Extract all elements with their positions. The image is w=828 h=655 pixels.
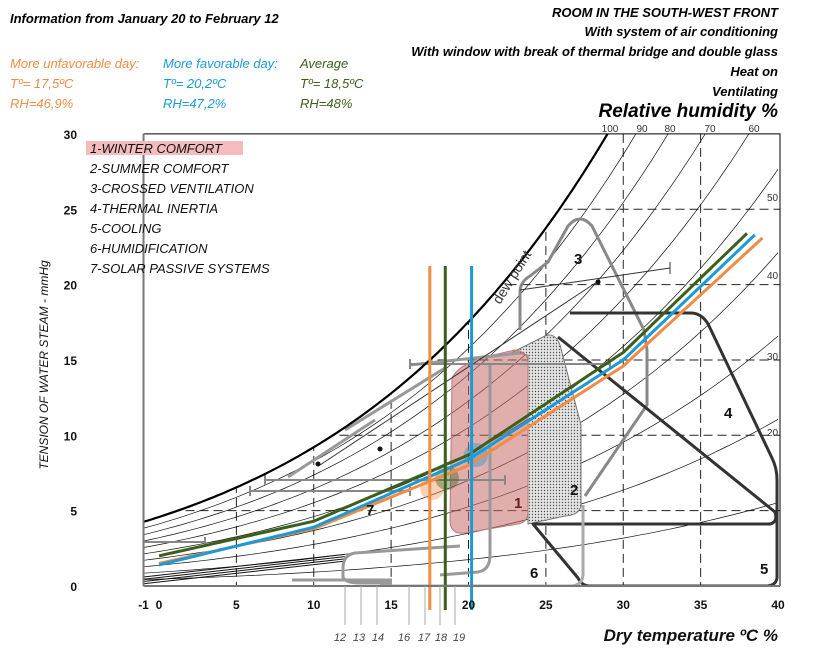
wet-bulb-label: 18 — [435, 632, 448, 644]
info-title: Information from January 20 to February … — [10, 11, 279, 26]
favorable-day-title: More favorable day: — [163, 56, 278, 71]
room-line-4: Heat on — [730, 64, 778, 79]
dew-point-curve — [143, 133, 609, 523]
rh-label-top: 80 — [664, 124, 676, 135]
y-tick-label: 15 — [64, 354, 78, 368]
zone-number-3: 3 — [574, 251, 582, 268]
legend-item-7: 7-SOLAR PASSIVE SYSTEMS — [90, 261, 270, 276]
room-line-3: With window with break of thermal bridge… — [411, 44, 778, 59]
wet-bulb-label: 17 — [418, 632, 431, 644]
x-tick-label: 40 — [771, 598, 785, 612]
x-axis-title: Dry temperature ºC % — [604, 626, 778, 645]
legend-item-4: 4-THERMAL INERTIA — [90, 201, 218, 216]
data-point — [315, 461, 321, 467]
rh-label-right: 50 — [767, 193, 779, 204]
legend-item-5: 5-COOLING — [90, 221, 162, 236]
zone-4-5-thermal-inertia-cooling — [531, 311, 779, 586]
x-tick-label: 0 — [156, 598, 163, 612]
data-trace-lines — [319, 262, 671, 466]
average-temp: Tº= 18,5ºC — [300, 76, 364, 91]
favorable-day-temp: Tº= 20,2ºC — [163, 76, 227, 91]
x-tick-label: 15 — [384, 598, 398, 612]
x-tick-label: 25 — [539, 598, 553, 612]
average-title: Average — [300, 56, 349, 71]
wet-bulb-label: 19 — [453, 632, 465, 644]
wet-bulb-label: 14 — [372, 632, 384, 644]
wet-bulb-label: 12 — [334, 632, 346, 644]
rh-axis-title: Relative humidity % — [598, 101, 779, 122]
unfavorable-day-title: More unfavorable day: — [10, 56, 140, 71]
legend-item-2: 2-SUMMER COMFORT — [89, 161, 229, 176]
series-curve-1 — [158, 233, 756, 567]
wet-bulb-label: 13 — [353, 632, 366, 644]
room-line-2: With system of air conditioning — [584, 24, 778, 39]
data-point — [595, 279, 601, 285]
legend-item-6: 6-HUMIDIFICATION — [90, 241, 208, 256]
range-bar — [264, 475, 506, 485]
y-tick-label: 25 — [64, 203, 78, 217]
x-tick-label: 5 — [233, 598, 240, 612]
zone-number-4: 4 — [724, 405, 733, 422]
data-point — [377, 446, 383, 452]
zone-number-6: 6 — [530, 565, 538, 582]
x-tick-label: 20 — [462, 598, 476, 612]
unfavorable-day-rh: RH=46,9% — [10, 96, 74, 111]
x-tick-label: 10 — [307, 598, 321, 612]
series-curve-2 — [158, 232, 749, 558]
y-tick-label: 20 — [64, 279, 78, 293]
zone-number-5: 5 — [760, 561, 768, 578]
zone-number-7: 7 — [366, 502, 374, 519]
rh-label-top: 60 — [748, 124, 760, 135]
zone-3-crossed-ventilation — [518, 217, 649, 497]
plot-frame — [143, 133, 781, 586]
x-tick-label: 30 — [617, 598, 631, 612]
wet-bulb-label: 16 — [398, 632, 411, 644]
average-rh: RH=48% — [300, 96, 353, 111]
zone-number-1: 1 — [514, 495, 522, 512]
rh-label-right: 40 — [767, 271, 779, 282]
rh-label-top: 90 — [636, 124, 648, 135]
zone-2-summer-comfort — [511, 334, 582, 525]
y-tick-label: 10 — [64, 429, 78, 443]
y-tick-label: 30 — [64, 128, 78, 142]
unfavorable-day-temp: Tº= 17,5ºC — [10, 76, 74, 91]
x-tick-label: -1 — [138, 598, 149, 612]
y-tick-label: 5 — [70, 505, 77, 519]
rh-label-right: 30 — [767, 352, 779, 363]
x-tick-label: 35 — [694, 598, 708, 612]
rh-curve-10 — [143, 502, 779, 580]
room-line-1: ROOM IN THE SOUTH-WEST FRONT — [551, 5, 778, 20]
y-axis-title: TENSION OF WATER STEAM - mmHg — [37, 260, 51, 470]
rh-label-right: 20 — [767, 428, 779, 439]
y-tick-label: 0 — [70, 580, 77, 594]
rh-label-top: 70 — [704, 124, 716, 135]
enthalpy-line — [143, 553, 345, 578]
zone-number-2: 2 — [570, 482, 578, 499]
legend-highlight — [86, 141, 243, 155]
enthalpy-line — [143, 560, 345, 585]
legend-item-1: 1-WINTER COMFORT — [90, 141, 223, 156]
rh-label-top: 100 — [602, 124, 619, 135]
enthalpy-line — [143, 558, 345, 582]
enthalpy-line — [143, 556, 345, 580]
room-line-5: Ventilating — [712, 84, 778, 99]
zone-boundary-line — [439, 365, 492, 577]
legend-item-3: 3-CROSSED VENTILATION — [90, 181, 254, 196]
zone-7-solar-passive — [292, 544, 461, 585]
favorable-day-rh: RH=47,2% — [163, 96, 227, 111]
